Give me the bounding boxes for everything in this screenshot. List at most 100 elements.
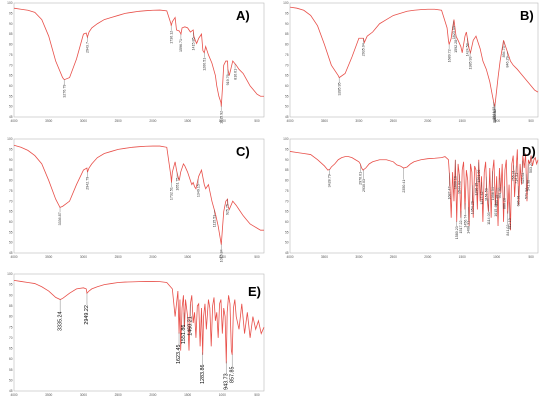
peak-label: 686.91 <box>516 195 520 206</box>
peak-label: 571.34 <box>524 188 528 199</box>
x-tick-label: 2000 <box>424 255 431 259</box>
y-tick-label: 90 <box>9 293 13 297</box>
x-tick-label: 500 <box>528 119 534 123</box>
y-tick-label: 55 <box>9 368 13 372</box>
x-tick-label: 3500 <box>45 119 52 123</box>
y-tick-label: 45 <box>9 389 13 393</box>
peak-label: 1544.02 <box>457 181 461 194</box>
y-tick-label: 45 <box>285 251 289 255</box>
y-tick-label: 60 <box>9 220 13 224</box>
peak-label: 943.73 <box>223 373 229 390</box>
y-tick-label: 55 <box>285 230 289 234</box>
y-tick-label: 80 <box>9 179 13 183</box>
x-tick-label: 3000 <box>355 119 362 123</box>
y-tick-label: 45 <box>285 115 289 119</box>
x-tick-label: 3500 <box>321 119 328 123</box>
peak-label: 1015.92 <box>219 111 223 124</box>
plot-area <box>289 2 539 118</box>
peak-label: 1456.74 <box>463 215 467 228</box>
peak-label: 1596.71 <box>179 39 183 52</box>
peak-label: 1592.28 <box>454 40 458 53</box>
y-tick-label: 55 <box>9 230 13 234</box>
x-tick-label: 2000 <box>149 393 156 397</box>
chart-panel-a: 100 95 90 85 80 75 70 65 60 55 50 45 4000 3500 3000 250… <box>4 0 272 128</box>
chart-panel-e: 100 95 90 85 80 75 70 65 60 55 50 45 4000 3500 3000 250… <box>4 270 272 402</box>
y-tick-label: 100 <box>283 1 289 5</box>
spectrum-line <box>13 279 265 364</box>
y-tick-label: 65 <box>9 210 13 214</box>
y-tick-label: 75 <box>285 189 289 193</box>
y-tick-label: 60 <box>285 84 289 88</box>
peak-label: 1151.59 <box>484 188 488 201</box>
spectrum-line <box>289 6 539 107</box>
y-tick-label: 60 <box>285 220 289 224</box>
peak-label: 755.31 <box>512 170 516 181</box>
peak-label: 841.02 <box>506 225 510 236</box>
x-tick-label: 3000 <box>80 393 87 397</box>
y-tick-label: 100 <box>7 1 13 5</box>
peak-label: 1517.22 <box>459 221 463 234</box>
peak-label: 1424.58 <box>466 43 470 56</box>
peak-label: 1354.29 <box>470 201 474 214</box>
y-tick-label: 75 <box>9 53 13 57</box>
x-tick-label: 4000 <box>286 255 293 259</box>
peak-label: 1736.12 <box>169 31 173 44</box>
panel-letter-c: C) <box>236 144 250 159</box>
peak-label: 1623.59 <box>452 26 456 39</box>
x-tick-label: 1000 <box>219 119 226 123</box>
x-tick-label: 2500 <box>115 119 122 123</box>
peak-label: 1015.49 <box>494 204 498 217</box>
y-tick-label: 90 <box>285 158 289 162</box>
y-tick-label: 85 <box>285 32 289 36</box>
x-tick-label: 3500 <box>45 255 52 259</box>
peak-label: 1687.47 <box>448 187 452 200</box>
x-tick-label: 1000 <box>493 119 500 123</box>
y-tick-label: 65 <box>285 74 289 78</box>
spectrum-line <box>289 149 539 231</box>
peak-label: 1114.03 <box>487 212 491 224</box>
y-tick-label: 50 <box>285 241 289 245</box>
peak-label: 1261.06 <box>477 170 481 183</box>
y-tick-label: 85 <box>9 32 13 36</box>
x-tick-label: 1000 <box>219 393 226 397</box>
y-tick-label: 85 <box>285 168 289 172</box>
y-tick-label: 90 <box>9 22 13 26</box>
peak-label: 1015.84 <box>219 249 223 262</box>
y-tick-label: 100 <box>283 137 289 141</box>
y-tick-label: 65 <box>9 347 13 351</box>
y-tick-label: 70 <box>9 336 13 340</box>
peak-label: 1217.42 <box>480 192 484 205</box>
panel-letter-b: B) <box>520 8 534 23</box>
peak-label: 1580.23 <box>455 226 459 239</box>
peak-label: 1283.86 <box>200 364 206 384</box>
chart-panel-d: 100 95 90 85 80 75 70 65 60 55 50 45 4000 3500 3000 250… <box>280 136 546 264</box>
peak-label: 2976.01 <box>359 172 363 185</box>
x-tick-label: 2500 <box>115 255 122 259</box>
peak-label: 1689.72 <box>447 49 451 62</box>
peak-label: 1623.45 <box>176 344 182 364</box>
peak-label: 714.31 <box>515 173 519 184</box>
peak-label: 995.39 <box>495 195 499 206</box>
plot-area <box>13 138 265 254</box>
peak-label: 2935.04 <box>362 43 366 56</box>
x-tick-label: 1500 <box>459 255 466 259</box>
peak-label: 1651.75 <box>175 178 179 191</box>
y-tick-label: 95 <box>9 283 13 287</box>
y-tick-label: 75 <box>285 53 289 57</box>
y-tick-label: 55 <box>285 94 289 98</box>
y-tick-label: 45 <box>9 251 13 255</box>
panel-letter-d: D) <box>522 144 536 159</box>
peak-label: 1408.31 <box>467 221 471 234</box>
x-tick-label: 2500 <box>390 119 397 123</box>
chart-panel-b: 100 95 90 85 80 75 70 65 60 55 50 45 4000 3500 3000 250… <box>280 0 546 128</box>
peak-label: 816.61 <box>233 69 237 80</box>
plot-area <box>289 138 539 254</box>
x-tick-label: 4000 <box>286 119 293 123</box>
x-tick-label: 1500 <box>184 393 191 397</box>
peak-label: 541.98 <box>526 180 530 191</box>
plot-area <box>13 2 265 118</box>
y-tick-label: 50 <box>9 378 13 382</box>
y-tick-label: 85 <box>9 304 13 308</box>
x-tick-label: 2500 <box>115 393 122 397</box>
